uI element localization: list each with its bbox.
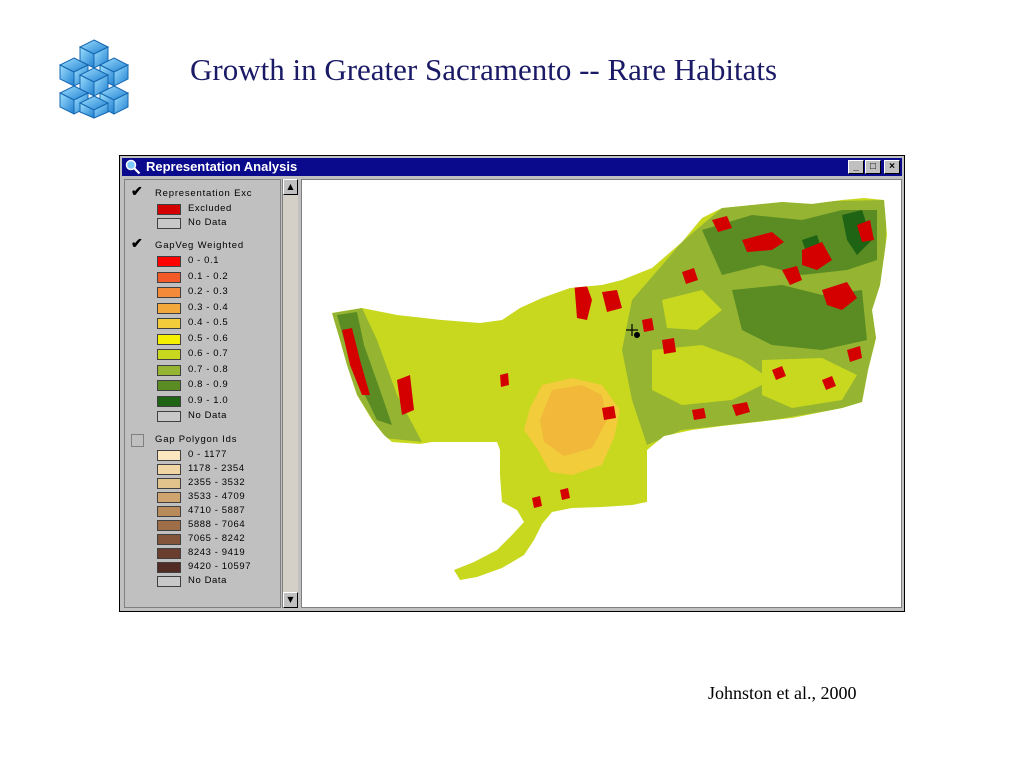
map-view[interactable] xyxy=(301,179,902,608)
legend-label: No Data xyxy=(188,217,228,228)
legend-label: 0.8 - 0.9 xyxy=(188,379,229,390)
legend-label: 0 - 1177 xyxy=(188,449,227,460)
legend-swatch xyxy=(157,548,181,559)
legend-label: 0 - 0.1 xyxy=(188,255,220,266)
legend-label: 3533 - 4709 xyxy=(188,491,246,502)
legend-label: 0.1 - 0.2 xyxy=(188,270,229,282)
legend-label: 2355 - 3532 xyxy=(188,477,246,488)
legend-swatch xyxy=(157,534,181,545)
scroll-up-arrow-icon[interactable]: ▲ xyxy=(283,179,298,195)
scroll-down-arrow-icon[interactable]: ▼ xyxy=(283,592,298,608)
legend-swatch xyxy=(157,520,181,531)
legend-swatch xyxy=(157,256,181,267)
legend-swatch xyxy=(157,302,181,314)
legend-label: 4710 - 5887 xyxy=(188,505,246,516)
legend-swatch xyxy=(157,218,181,229)
legend-label: 7065 - 8242 xyxy=(188,533,246,544)
legend-swatch xyxy=(157,464,181,475)
legend-swatch xyxy=(157,287,181,298)
legend-swatch xyxy=(157,204,181,215)
crosshair-cursor-icon xyxy=(626,324,640,338)
habitat-map[interactable] xyxy=(302,180,902,608)
legend-swatch xyxy=(157,364,181,376)
legend-swatch xyxy=(157,478,181,489)
legend-label: 0.3 - 0.4 xyxy=(188,301,229,313)
legend-label: 0.7 - 0.8 xyxy=(188,363,229,375)
legend-swatch xyxy=(157,333,181,345)
legend-label: 0.6 - 0.7 xyxy=(188,348,229,359)
layer-name: Representation Exc xyxy=(155,188,253,199)
legend-swatch xyxy=(157,576,181,587)
legend-scrollbar[interactable]: ▲ ▼ xyxy=(282,179,298,608)
close-button[interactable]: × xyxy=(884,160,900,174)
window-titlebar[interactable]: Representation Analysis _ □ × xyxy=(122,158,902,176)
legend-panel[interactable]: ✔ Representation Exc Excluded No Data ✔ … xyxy=(124,179,281,608)
cube-cluster-icon xyxy=(58,39,130,119)
legend-label: No Data xyxy=(188,410,228,421)
maximize-button[interactable]: □ xyxy=(865,160,881,174)
layer-name: GapVeg Weighted xyxy=(155,240,244,251)
legend-swatch xyxy=(157,411,181,422)
magnifier-globe-icon xyxy=(125,159,141,175)
citation: Johnston et al., 2000 xyxy=(708,683,857,703)
legend-label: 0.5 - 0.6 xyxy=(188,332,229,344)
legend-label: 0.4 - 0.5 xyxy=(188,317,229,328)
legend-swatch xyxy=(157,562,181,573)
legend-label: No Data xyxy=(188,575,228,586)
legend-swatch xyxy=(157,380,181,391)
legend-label: 1178 - 2354 xyxy=(188,463,245,474)
slide-title: Growth in Greater Sacramento -- Rare Hab… xyxy=(190,52,778,87)
layer-name: Gap Polygon Ids xyxy=(155,434,238,445)
legend-swatch xyxy=(157,349,181,360)
minimize-button[interactable]: _ xyxy=(848,160,864,174)
layer-checkbox-checked[interactable]: ✔ xyxy=(131,183,144,199)
legend-label: 8243 - 9419 xyxy=(188,547,246,558)
legend-label: 0.2 - 0.3 xyxy=(188,286,229,297)
legend-swatch xyxy=(157,271,181,283)
representation-analysis-window[interactable]: Representation Analysis _ □ × ✔ Represen… xyxy=(119,155,905,612)
layer-checkbox-checked[interactable]: ✔ xyxy=(131,235,144,251)
legend-label: 5888 - 7064 xyxy=(188,519,246,530)
window-title: Representation Analysis xyxy=(146,159,298,174)
legend-swatch xyxy=(157,492,181,503)
legend-label: Excluded xyxy=(188,203,232,214)
layer-checkbox-unchecked[interactable] xyxy=(131,434,144,447)
legend-swatch xyxy=(157,506,181,517)
legend-swatch xyxy=(157,318,181,329)
legend-label: 0.9 - 1.0 xyxy=(188,394,229,406)
legend-swatch xyxy=(157,395,181,407)
legend-swatch xyxy=(157,450,181,461)
legend-label: 9420 - 10597 xyxy=(188,561,252,572)
